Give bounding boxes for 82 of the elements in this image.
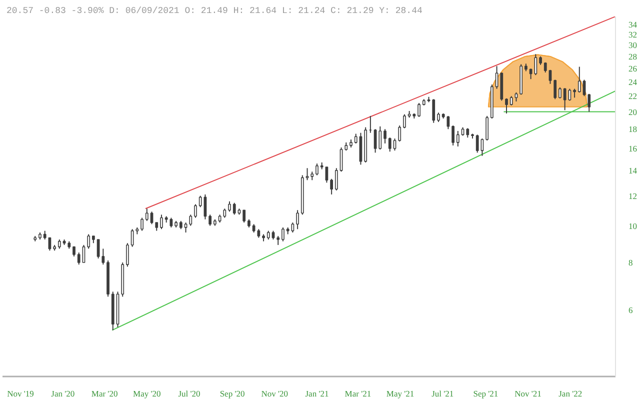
x-tick-label: Sep '20 — [220, 388, 245, 398]
candlestick — [130, 228, 134, 248]
candlestick — [77, 252, 80, 266]
x-tick-label: Nov '20 — [261, 388, 288, 398]
candlestick — [208, 214, 212, 226]
y-tick-label: 26 — [628, 64, 637, 74]
candlestick — [87, 234, 90, 250]
y-tick-label: 6 — [628, 304, 633, 315]
candlestick — [384, 128, 386, 144]
y-tick-label: 14 — [628, 165, 638, 176]
candlestick — [554, 79, 557, 100]
candlestick — [437, 112, 440, 122]
candlestick — [588, 93, 591, 112]
x-tick-label: Jul '20 — [178, 388, 200, 398]
candlestick — [296, 210, 299, 230]
candlestick — [456, 130, 460, 147]
candlestick — [242, 210, 246, 224]
candlestick — [398, 125, 402, 142]
candlestick — [316, 163, 318, 176]
candlestick — [548, 69, 552, 84]
x-tick-label: Jan '21 — [305, 388, 329, 398]
candlestick — [282, 226, 284, 242]
x-tick-label: Sep '21 — [473, 388, 498, 398]
candlestick — [354, 133, 358, 144]
candlestick — [126, 242, 129, 268]
candlestick — [510, 96, 513, 106]
candlestick — [432, 98, 436, 124]
y-tick-label: 16 — [628, 143, 637, 154]
candlestick — [194, 204, 197, 218]
candlestick — [334, 168, 338, 191]
x-tick-label: Nov '21 — [514, 388, 542, 398]
y-tick-label: 24 — [628, 76, 638, 87]
candlestick — [198, 195, 202, 208]
candlestick — [480, 138, 484, 156]
chart-title: 20.57 -0.83 -3.90% D: 06/09/2021 O: 21.49 H: 21.64 L: 21.24 C: 21.29 Y: 28.44 — [6, 6, 422, 16]
y-tick-label: 28 — [628, 51, 637, 62]
candlestick — [58, 239, 61, 250]
candlestick — [534, 54, 538, 76]
x-tick-label: Jul '21 — [432, 388, 454, 398]
candlestick — [72, 246, 76, 257]
candlestick — [446, 115, 450, 130]
candlestick — [223, 208, 226, 218]
candlestick — [102, 248, 105, 266]
candlestick — [418, 102, 420, 118]
candlestick — [330, 178, 334, 195]
candlestick — [582, 79, 586, 97]
x-tick-label: Mar '20 — [91, 388, 118, 398]
x-tick-label: Nov '19 — [7, 388, 34, 398]
y-tick-label: 30 — [628, 40, 637, 50]
candlestick — [558, 86, 562, 99]
y-tick-label: 20 — [628, 106, 637, 117]
candlestick — [486, 115, 489, 141]
x-tick-label: May '21 — [386, 388, 414, 398]
x-tick-label: May '20 — [133, 388, 161, 398]
y-tick-label: 8 — [628, 258, 633, 268]
candlestick — [476, 134, 479, 154]
candlestick — [160, 214, 163, 230]
candlestick — [388, 137, 392, 152]
candlestick — [378, 126, 382, 150]
candlestick — [228, 200, 231, 212]
y-tick-label: 34 — [628, 20, 638, 30]
candlestick — [514, 92, 518, 102]
candlestick — [393, 138, 396, 152]
x-tick-label: Jan '20 — [51, 388, 75, 398]
candlestick — [150, 211, 154, 225]
candlestick — [466, 128, 470, 138]
x-tick-label: Mar '21 — [344, 388, 372, 398]
candlestick — [232, 202, 236, 216]
candlestick — [140, 217, 144, 232]
y-tick-label: 18 — [628, 124, 637, 134]
candlestick — [452, 125, 454, 146]
candlestick — [306, 168, 309, 181]
candlestick — [505, 98, 508, 114]
candlestick — [578, 66, 581, 93]
candlestick — [403, 114, 406, 129]
candlestick — [189, 214, 192, 226]
y-tick-label: 12 — [628, 190, 637, 201]
y-tick-label: 10 — [628, 220, 637, 231]
x-tick-label: Jan '22 — [558, 388, 582, 398]
y-tick-label: 32 — [628, 29, 637, 40]
y-tick-label: 22 — [628, 91, 637, 102]
candlestick — [145, 208, 148, 222]
